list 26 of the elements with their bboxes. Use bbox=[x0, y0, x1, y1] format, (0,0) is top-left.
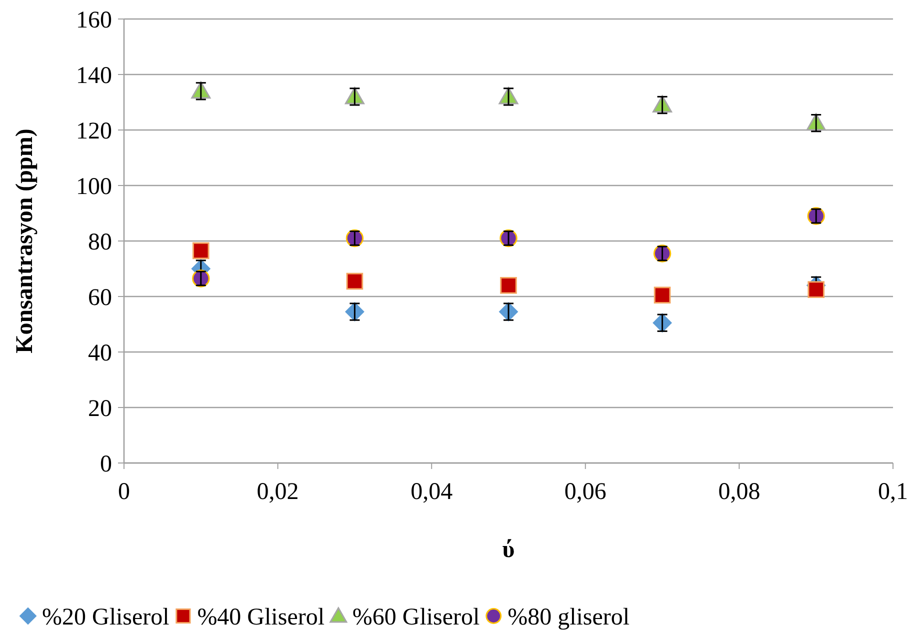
point bbox=[500, 277, 517, 294]
x-tick-label: 0 bbox=[118, 479, 130, 505]
x-tick-label: 0,06 bbox=[564, 479, 606, 505]
x-tick-label: 0,1 bbox=[878, 479, 908, 505]
y-tick-label: 40 bbox=[88, 340, 112, 366]
y-tick-label: 160 bbox=[76, 7, 112, 34]
point bbox=[808, 281, 824, 298]
point bbox=[192, 242, 210, 260]
y-tick-label: 60 bbox=[88, 284, 112, 311]
legend-label: %40 Gliserol bbox=[197, 604, 325, 630]
y-tick-label: 120 bbox=[76, 118, 112, 144]
point bbox=[346, 272, 364, 290]
y-tick-label: 0 bbox=[100, 451, 112, 478]
y-tick-label: 100 bbox=[76, 174, 112, 200]
x-tick-label: 0,04 bbox=[410, 479, 453, 505]
y-tick-label: 140 bbox=[76, 62, 112, 89]
y-axis-title: Konsantrasyon (ppm) bbox=[12, 128, 38, 354]
y-tick-label: 80 bbox=[88, 229, 112, 256]
y-tick-label: 20 bbox=[88, 396, 112, 422]
x-tick-label: 0,02 bbox=[256, 479, 299, 505]
legend-label: %60 Gliserol bbox=[352, 604, 480, 630]
legend-label: %80 gliserol bbox=[508, 604, 630, 630]
x-tick-label: 0,08 bbox=[718, 479, 760, 505]
x-axis-title: ύ bbox=[502, 537, 515, 563]
point bbox=[654, 286, 671, 304]
legend-label: %20 Gliserol bbox=[42, 604, 170, 630]
